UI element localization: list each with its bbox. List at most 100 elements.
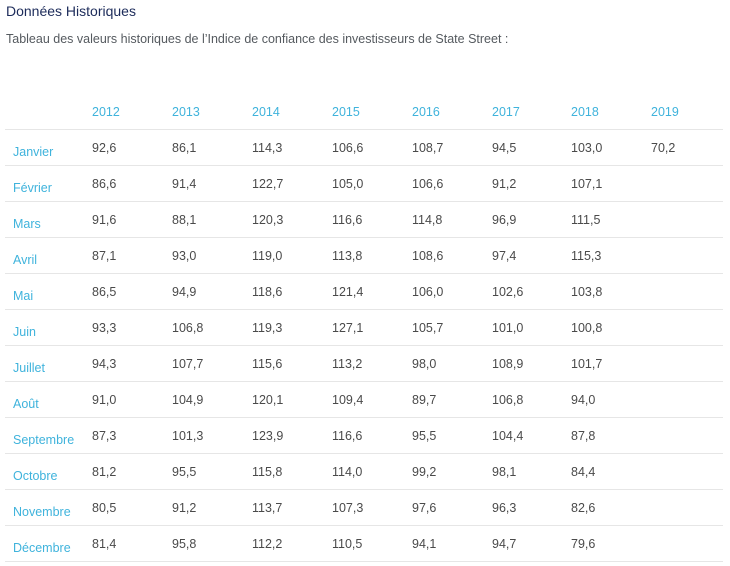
value-cell: 115,3 xyxy=(571,248,602,263)
value-cell: 91,2 xyxy=(172,500,197,515)
value-cell: 94,7 xyxy=(492,536,517,551)
value-cell: 79,6 xyxy=(571,536,596,551)
table-row: Septembre 87,3 101,3 123,9 116,6 95,5 104,4 87,… xyxy=(5,418,723,454)
value-cell: 81,4 xyxy=(92,536,117,551)
value-cell: 86,6 xyxy=(92,176,117,191)
value-cell: 106,0 xyxy=(412,284,444,299)
table-row: Mars 91,6 88,1 120,3 116,6 114,8 96,9 111,5 xyxy=(5,202,723,238)
month-label: Décembre xyxy=(13,540,71,555)
value-cell: 98,1 xyxy=(492,464,517,479)
table-row: Décembre 81,4 95,8 112,2 110,5 94,1 94,7 79,6 xyxy=(5,526,723,562)
year-header-2012: 2012 xyxy=(92,105,120,119)
table-row: Avril 87,1 93,0 119,0 113,8 108,6 97,4 115,3 xyxy=(5,238,723,274)
value-cell: 107,1 xyxy=(571,176,603,191)
value-cell: 91,2 xyxy=(492,176,517,191)
value-cell: 119,3 xyxy=(252,320,283,335)
value-cell: 95,5 xyxy=(172,464,197,479)
value-cell: 121,4 xyxy=(332,284,364,299)
value-cell: 70,2 xyxy=(651,140,676,155)
year-header-2017: 2017 xyxy=(492,105,520,119)
value-cell: 94,1 xyxy=(412,536,437,551)
value-cell: 95,5 xyxy=(412,428,437,443)
value-cell: 98,0 xyxy=(412,356,437,371)
year-header-2015: 2015 xyxy=(332,105,360,119)
value-cell: 114,0 xyxy=(332,464,363,479)
value-cell: 112,2 xyxy=(252,536,283,551)
value-cell: 102,6 xyxy=(492,284,524,299)
value-cell: 108,6 xyxy=(412,248,444,263)
value-cell: 88,1 xyxy=(172,212,197,227)
month-label: Septembre xyxy=(13,432,75,447)
value-cell: 107,7 xyxy=(172,356,204,371)
value-cell: 116,6 xyxy=(332,212,363,227)
value-cell: 99,2 xyxy=(412,464,437,479)
value-cell: 104,4 xyxy=(492,428,524,443)
table-row: Juillet 94,3 107,7 115,6 113,2 98,0 108,9 101,7 xyxy=(5,346,723,382)
value-cell: 101,3 xyxy=(172,428,204,443)
value-cell: 106,8 xyxy=(492,392,524,407)
value-cell: 80,5 xyxy=(92,500,117,515)
value-cell: 108,9 xyxy=(492,356,524,371)
value-cell: 89,7 xyxy=(412,392,437,407)
value-cell: 96,3 xyxy=(492,500,517,515)
page-subtitle: Tableau des valeurs historiques de l’Ind… xyxy=(6,32,509,46)
value-cell: 113,7 xyxy=(252,500,283,515)
value-cell: 107,3 xyxy=(332,500,364,515)
value-cell: 105,7 xyxy=(412,320,444,335)
value-cell: 94,9 xyxy=(172,284,197,299)
value-cell: 108,7 xyxy=(412,140,444,155)
value-cell: 93,0 xyxy=(172,248,197,263)
month-label: Octobre xyxy=(13,468,58,483)
value-cell: 106,6 xyxy=(412,176,444,191)
table-row: Juin 93,3 106,8 119,3 127,1 105,7 101,0 100,8 xyxy=(5,310,723,346)
value-cell: 101,0 xyxy=(492,320,524,335)
value-cell: 106,6 xyxy=(332,140,364,155)
year-header-2019: 2019 xyxy=(651,105,679,119)
value-cell: 95,8 xyxy=(172,536,197,551)
value-cell: 123,9 xyxy=(252,428,284,443)
value-cell: 81,2 xyxy=(92,464,117,479)
value-cell: 92,6 xyxy=(92,140,117,155)
value-cell: 103,0 xyxy=(571,140,603,155)
month-label: Janvier xyxy=(13,144,54,159)
month-label: Août xyxy=(13,396,39,411)
page-title: Données Historiques xyxy=(6,3,136,19)
value-cell: 122,7 xyxy=(252,176,284,191)
value-cell: 109,4 xyxy=(332,392,364,407)
value-cell: 86,5 xyxy=(92,284,117,299)
value-cell: 103,8 xyxy=(571,284,603,299)
year-header-2018: 2018 xyxy=(571,105,599,119)
month-label: Novembre xyxy=(13,504,71,519)
value-cell: 115,6 xyxy=(252,356,283,371)
value-cell: 87,3 xyxy=(92,428,117,443)
historical-data-table: 2012 2013 2014 2015 2016 2017 2018 2019 … xyxy=(5,96,723,562)
table-row: Octobre 81,2 95,5 115,8 114,0 99,2 98,1 84,4 xyxy=(5,454,723,490)
value-cell: 91,4 xyxy=(172,176,197,191)
value-cell: 120,3 xyxy=(252,212,284,227)
table-body: Janvier 92,6 86,1 114,3 106,6 108,7 94,5 103,0 7… xyxy=(5,130,723,562)
table-row: Août 91,0 104,9 120,1 109,4 89,7 106,8 94,0 xyxy=(5,382,723,418)
month-label: Juin xyxy=(13,324,36,339)
year-header-2014: 2014 xyxy=(252,105,280,119)
value-cell: 113,8 xyxy=(332,248,363,263)
value-cell: 110,5 xyxy=(332,536,363,551)
value-cell: 97,4 xyxy=(492,248,517,263)
value-cell: 127,1 xyxy=(332,320,364,335)
value-cell: 118,6 xyxy=(252,284,283,299)
value-cell: 91,0 xyxy=(92,392,117,407)
value-cell: 115,8 xyxy=(252,464,283,479)
value-cell: 96,9 xyxy=(492,212,517,227)
value-cell: 93,3 xyxy=(92,320,117,335)
value-cell: 116,6 xyxy=(332,428,363,443)
value-cell: 84,4 xyxy=(571,464,596,479)
value-cell: 101,7 xyxy=(571,356,603,371)
table-row: Janvier 92,6 86,1 114,3 106,6 108,7 94,5 103,0 7… xyxy=(5,130,723,166)
value-cell: 94,0 xyxy=(571,392,596,407)
value-cell: 114,8 xyxy=(412,212,443,227)
table-header-row: 2012 2013 2014 2015 2016 2017 2018 2019 xyxy=(5,96,723,130)
value-cell: 94,3 xyxy=(92,356,117,371)
value-cell: 94,5 xyxy=(492,140,517,155)
year-header-2016: 2016 xyxy=(412,105,440,119)
table-row: Février 86,6 91,4 122,7 105,0 106,6 91,2 107,1 xyxy=(5,166,723,202)
year-header-2013: 2013 xyxy=(172,105,200,119)
